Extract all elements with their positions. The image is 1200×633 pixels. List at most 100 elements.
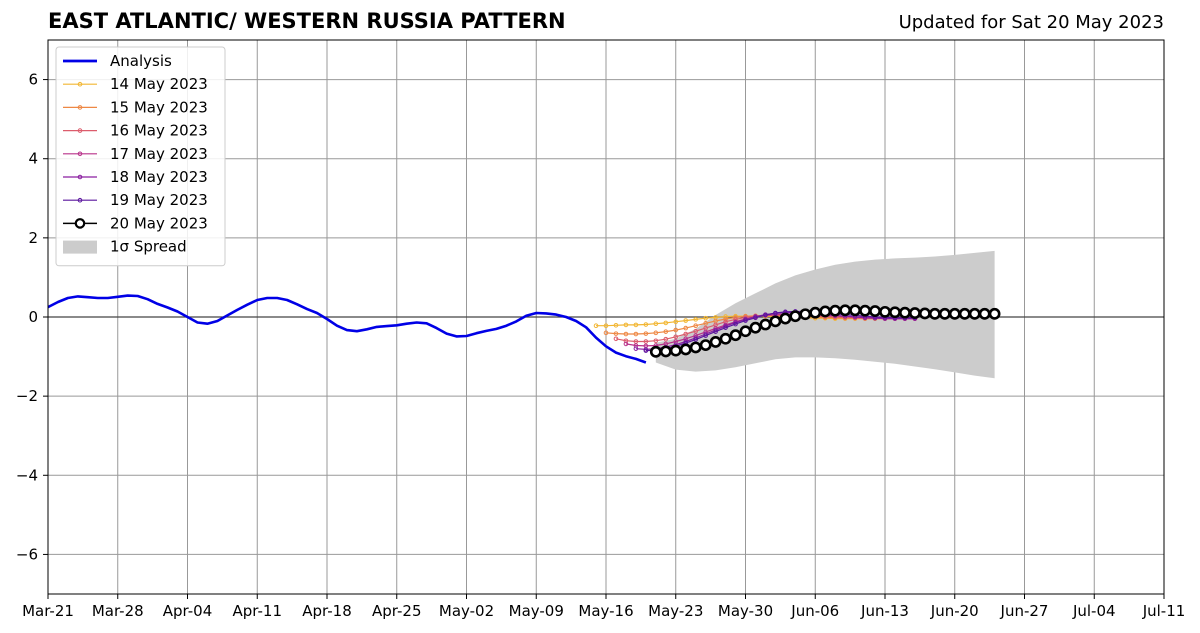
forecast-point xyxy=(799,308,812,321)
x-axis: Mar-21 Mar-28 Apr-04 Apr-11 Apr-18 Apr-25 May-… xyxy=(22,594,1185,620)
forecast-point xyxy=(673,319,679,325)
forecast-point xyxy=(699,339,712,351)
forecast-point xyxy=(653,321,659,327)
forecast-point xyxy=(958,307,971,320)
y-tick-label: 4 xyxy=(28,150,38,168)
forecast-point xyxy=(719,332,732,345)
forecast-point xyxy=(633,346,639,351)
y-axis: −6 −4 −2 0 2 4 6 xyxy=(16,71,48,563)
forecast-point xyxy=(653,338,659,344)
legend-entry: 20 May 2023 xyxy=(63,214,208,232)
forecast-point xyxy=(683,331,689,337)
forecast-point xyxy=(839,304,852,317)
legend-marker xyxy=(77,151,83,157)
forecast-point xyxy=(723,316,728,322)
forecast-point xyxy=(649,345,662,358)
legend-label: 19 May 2023 xyxy=(110,191,208,209)
x-tick-label: Jun-06 xyxy=(790,602,839,620)
forecast-point xyxy=(709,336,722,348)
forecast-point xyxy=(693,323,698,329)
legend-label: 17 May 2023 xyxy=(110,145,208,163)
forecast-point xyxy=(763,312,768,318)
forecast-point xyxy=(809,306,822,319)
legend-swatch xyxy=(63,240,97,254)
forecast-point xyxy=(723,325,728,330)
forecast-point xyxy=(948,307,961,320)
forecast-point xyxy=(759,318,772,331)
forecast-point xyxy=(869,305,881,317)
analysis-line xyxy=(47,294,647,364)
forecast-point xyxy=(613,323,619,328)
forecast-point xyxy=(663,320,669,326)
forecast-point xyxy=(643,348,649,353)
x-tick-label: Apr-18 xyxy=(302,602,352,620)
legend-box xyxy=(55,46,226,267)
forecast-point xyxy=(693,328,698,334)
legend-entry: 14 May 2023 xyxy=(63,75,208,93)
x-tick-label: Mar-28 xyxy=(92,602,144,620)
forecast-point xyxy=(779,312,792,325)
y-tick-label: 6 xyxy=(28,71,38,89)
legend-label: 20 May 2023 xyxy=(110,214,208,232)
forecast-point xyxy=(673,334,679,340)
forecast-point xyxy=(613,336,619,342)
forecast-point xyxy=(733,321,738,327)
legend-marker xyxy=(77,81,83,87)
forecast-point xyxy=(859,304,871,317)
forecast-point xyxy=(938,307,951,320)
forecast-point xyxy=(693,337,698,342)
forecast-point xyxy=(918,307,931,320)
x-tick-label: May-16 xyxy=(578,602,633,620)
forecast-point xyxy=(679,343,692,356)
forecast-point xyxy=(623,341,629,347)
analysis-series xyxy=(47,294,647,364)
forecast-point xyxy=(889,306,901,319)
forecast-point xyxy=(659,345,672,358)
chart-title: EAST ATLANTIC/ WESTERN RUSSIA PATTERN xyxy=(48,9,566,33)
legend-entry: 19 May 2023 xyxy=(63,191,208,209)
x-tick-label: May-30 xyxy=(718,602,773,620)
x-tick-label: Mar-21 xyxy=(22,602,74,620)
forecast-point xyxy=(749,321,762,334)
forecast-point xyxy=(829,304,842,317)
legend-label: 1σ Spread xyxy=(110,238,187,256)
chart-subtitle: Updated for Sat 20 May 2023 xyxy=(898,12,1164,33)
forecast-point xyxy=(739,325,752,338)
forecast-point xyxy=(683,318,689,323)
forecast-point xyxy=(908,307,921,319)
forecast-point xyxy=(753,315,758,321)
legend-label: 15 May 2023 xyxy=(110,98,208,116)
forecast-point xyxy=(773,310,778,316)
legend-marker xyxy=(77,174,83,180)
legend-entry: Analysis xyxy=(63,52,172,70)
forecast-point xyxy=(703,333,708,338)
forecast-point xyxy=(928,307,941,320)
forecast-point xyxy=(669,344,682,357)
forecast-point xyxy=(663,336,669,342)
forecast-point xyxy=(643,339,649,344)
legend-label: 14 May 2023 xyxy=(110,75,208,93)
forecast-point xyxy=(729,329,742,342)
forecast-point xyxy=(643,331,649,336)
legend-entry: 16 May 2023 xyxy=(63,122,208,140)
legend-marker xyxy=(77,105,83,110)
x-tick-label: Apr-04 xyxy=(163,602,213,620)
forecast-point xyxy=(988,307,1001,320)
forecast-point xyxy=(703,315,708,321)
forecast-point xyxy=(623,331,629,337)
forecast-point xyxy=(899,306,911,319)
forecast-point xyxy=(968,307,981,320)
forecast-point xyxy=(743,318,748,323)
x-tick-label: Jul-11 xyxy=(1142,602,1186,620)
forecast-point xyxy=(643,322,649,327)
legend-marker xyxy=(77,128,83,133)
forecast-point xyxy=(978,307,991,320)
forecast-point xyxy=(849,304,862,317)
x-tick-label: May-09 xyxy=(509,602,564,620)
x-tick-label: Jul-04 xyxy=(1072,602,1116,620)
legend-entry: 1σ Spread xyxy=(63,238,187,256)
x-tick-label: Apr-11 xyxy=(233,602,283,620)
x-tick-label: Jun-27 xyxy=(1000,602,1049,620)
x-tick-label: Apr-25 xyxy=(372,602,422,620)
